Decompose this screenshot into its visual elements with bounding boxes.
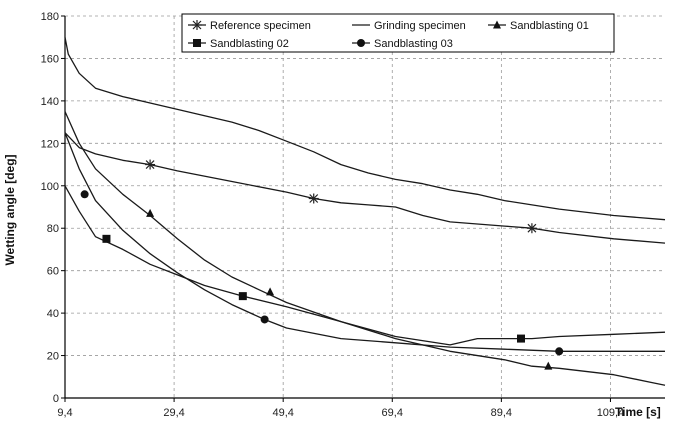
series-lines (64, 37, 666, 386)
y-tick-label: 0 (53, 393, 59, 405)
legend-item-grinding-specimen: Grinding specimen (352, 20, 466, 32)
tick-labels: 0 20 40 60 80 100 120 140 160 180 9,4 29,4 49,4 69,4 8… (41, 11, 625, 419)
data-point-reference-specimen (145, 159, 156, 170)
y-tick-label: 160 (41, 53, 59, 65)
data-point-sandblasting-01 (266, 287, 275, 296)
legend-item-sandblasting-03: Sandblasting 03 (352, 38, 453, 50)
y-tick-label: 60 (47, 266, 59, 278)
y-tick-label: 140 (41, 96, 59, 108)
series-line-reference-specimen (64, 132, 666, 244)
legend-label: Sandblasting 02 (210, 38, 289, 50)
series-line-sandblasting-02 (64, 185, 666, 346)
data-point-sandblasting-02 (517, 334, 525, 343)
x-tick-label: 109,4 (597, 407, 625, 419)
x-tick-label: 49,4 (272, 407, 293, 419)
data-point-sandblasting-02 (238, 292, 247, 301)
legend-marker-sandblasting-03 (357, 39, 365, 47)
series-line-grinding-specimen (64, 37, 666, 221)
legend-marker-sandblasting-01 (493, 20, 501, 29)
x-tick-label: 29,4 (163, 407, 184, 419)
legend: Reference specimen Grinding specimen Sandb… (181, 13, 615, 53)
data-point-sandblasting-03 (80, 190, 89, 199)
data-point-sandblasting-01 (544, 361, 553, 370)
legend-label: Sandblasting 01 (510, 20, 589, 32)
legend-item-reference-specimen: Reference specimen (188, 20, 311, 32)
legend-marker-sandblasting-02 (193, 39, 201, 47)
x-tick-label: 89,4 (491, 407, 512, 419)
series-line-sandblasting-01 (64, 111, 666, 386)
y-tick-label: 20 (47, 351, 59, 363)
y-tick-label: 100 (41, 181, 59, 193)
y-axis-title: Wetting angle [deg] (3, 154, 17, 265)
x-tick-label: 69,4 (382, 407, 403, 419)
x-tick-label: 9,4 (57, 407, 72, 419)
legend-box (181, 13, 615, 53)
data-point-reference-specimen (308, 193, 319, 204)
legend-label: Sandblasting 03 (374, 38, 453, 50)
series-markers (80, 159, 564, 370)
data-point-sandblasting-03 (260, 315, 269, 324)
legend-marker-reference-specimen (192, 20, 202, 30)
legend-label: Grinding specimen (374, 20, 466, 32)
data-point-sandblasting-01 (146, 208, 155, 217)
y-tick-label: 80 (47, 223, 59, 235)
y-tick-label: 120 (41, 138, 59, 150)
legend-item-sandblasting-02: Sandblasting 02 (188, 38, 289, 50)
axes (61, 15, 665, 402)
data-point-sandblasting-02 (102, 234, 111, 243)
y-tick-label: 180 (41, 11, 59, 23)
data-point-sandblasting-03 (555, 347, 564, 356)
y-tick-label: 40 (47, 308, 59, 320)
legend-label: Reference specimen (210, 20, 311, 32)
x-axis-title: Time [s] (615, 405, 661, 419)
data-point-reference-specimen (526, 223, 537, 234)
legend-item-sandblasting-01: Sandblasting 01 (488, 20, 589, 32)
